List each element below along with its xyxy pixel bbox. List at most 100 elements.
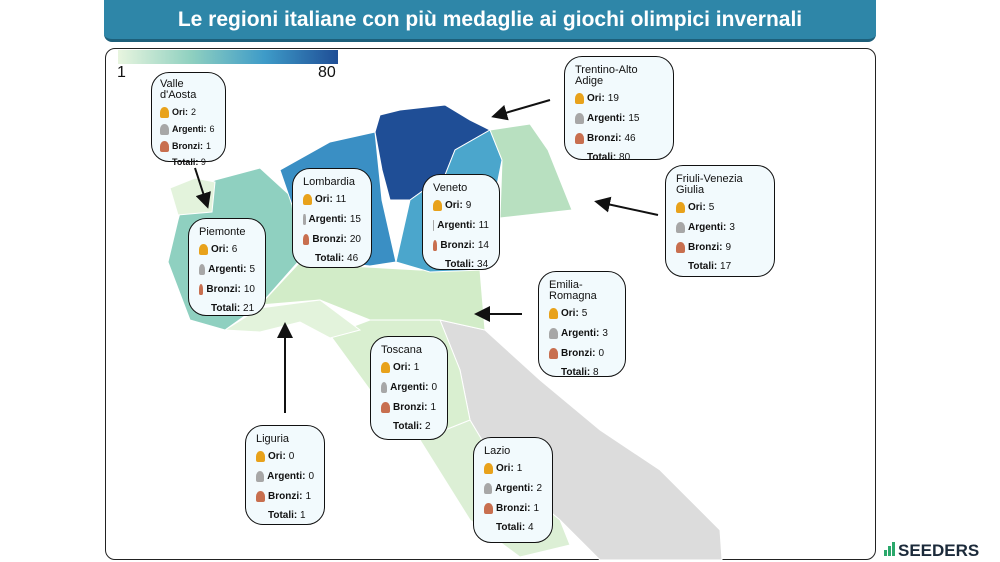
region-name: Valle d'Aosta [160,78,197,101]
bronze-medal-icon [433,240,438,251]
region-card-veneto: Veneto Ori: 9 Argenti: 11 Bronzi: 14 Totali: 34 [422,174,500,270]
silver-medal-icon [303,214,306,225]
gold-row: Ori: 5 [676,202,764,213]
gold-medal-icon [484,463,493,474]
bronze-medal-icon [199,284,204,295]
silver-row: Argenti: 0 [381,382,437,393]
gold-row: Ori: 6 [199,244,255,255]
bronze-medal-icon [484,503,493,514]
silver-row: Argenti: 3 [676,222,764,233]
silver-medal-icon [256,471,265,482]
bronze-medal-icon [381,402,390,413]
region-card-lig: Liguria Ori: 0 Argenti: 0 Bronzi: 1 Totali: 1 [245,425,325,525]
gold-row: Ori: 9 [433,200,489,211]
region-card-emilia: Emilia-Romagna Ori: 5 Argenti: 3 Bronzi: 0 Tota… [538,271,626,378]
region-name: Lombardia [303,176,355,188]
silver-medal-icon [549,328,558,339]
total-row: Totali: 46 [315,253,359,264]
gold-medal-icon [676,202,685,213]
bronze-row: Bronzi: 1 [256,491,314,502]
gold-medal-icon [575,93,584,104]
bronze-row: Bronzi: 1 [484,503,542,514]
bronze-row: Bronzi: 10 [199,284,255,295]
total-row: Totali: 4 [496,522,534,533]
region-card-tosc: Toscana Ori: 1 Argenti: 0 Bronzi: 1 Totali: 2 [370,336,448,440]
gold-row: Ori: 0 [256,451,314,462]
region-name: Piemonte [199,226,246,238]
map-frame [105,48,876,560]
total-row: Totali: 1 [268,510,306,521]
silver-medal-icon [484,483,493,494]
total-row: Totali: 9 [172,157,206,167]
total-row: Totali: 34 [445,259,489,270]
bronze-row: Bronzi: 0 [549,348,615,359]
gold-medal-icon [256,451,265,462]
silver-row: Argenti: 5 [199,264,255,275]
gold-row: Ori: 5 [549,308,615,319]
silver-medal-icon [676,222,685,233]
gold-medal-icon [160,107,169,118]
region-card-trentino: Trentino-Alto Adige Ori: 19 Argenti: 15 Bronz… [564,56,674,163]
silver-medal-icon [575,113,584,124]
silver-row: Argenti: 6 [160,124,217,135]
color-scale-legend [118,50,338,64]
total-row: Totali: 80 [587,152,631,163]
region-name: Lazio [484,445,511,457]
arrow-valle [194,167,211,209]
region-card-valle: Valle d'Aosta Ori: 2 Argenti: 6 Bronzi: 1 Total… [151,72,226,167]
bronze-medal-icon [256,491,265,502]
gold-medal-icon [549,308,558,319]
total-row: Totali: 21 [211,303,255,314]
region-card-lomb: Lombardia Ori: 11 Argenti: 15 Bronzi: 20 Totali… [292,168,372,268]
region-name: Emilia-Romagna [549,279,597,302]
gold-medal-icon [303,194,312,205]
silver-row: Argenti: 15 [303,214,361,225]
region-name: Trentino-Alto Adige [575,64,638,87]
bronze-medal-icon [303,234,310,245]
silver-medal-icon [160,124,169,135]
legend-min: 1 [117,64,126,81]
silver-row: Argenti: 15 [575,113,663,124]
seeders-logo: SEEDERS [884,541,979,561]
region-valle [169,177,216,216]
region-name: Toscana [381,344,422,356]
bronze-medal-icon [575,133,584,144]
silver-medal-icon [199,264,206,275]
bronze-row: Bronzi: 9 [676,242,764,253]
region-card-lazio: Lazio Ori: 1 Argenti: 2 Bronzi: 1 Totali: 4 [473,437,553,543]
region-name: Friuli-Venezia Giulia [676,173,743,196]
bronze-medal-icon [676,242,685,253]
gold-medal-icon [381,362,390,373]
page-title: Le regioni italiane con più medaglie ai … [104,0,876,42]
region-card-friuli: Friuli-Venezia Giulia Ori: 5 Argenti: 3 Bronz… [665,165,775,277]
bronze-row: Bronzi: 1 [381,402,437,413]
legend-max: 80 [318,64,336,81]
gold-row: Ori: 1 [381,362,437,373]
gold-medal-icon [433,200,442,211]
silver-row: Argenti: 0 [256,471,314,482]
bronze-medal-icon [160,141,169,152]
arrow-friuli [594,196,659,216]
region-card-piem: Piemonte Ori: 6 Argenti: 5 Bronzi: 10 Totali: 2… [188,218,266,316]
arrow-trentino [491,99,551,121]
silver-row: Argenti: 2 [484,483,542,494]
total-row: Totali: 17 [688,261,732,272]
region-name: Liguria [256,433,290,445]
silver-row: Argenti: 3 [549,328,615,339]
gold-row: Ori: 11 [303,194,361,205]
gold-row: Ori: 1 [484,463,542,474]
bronze-row: Bronzi: 46 [575,133,663,144]
region-friuli [489,123,573,219]
silver-row: Argenti: 11 [433,220,489,231]
silver-medal-icon [433,220,435,231]
region-name: Veneto [433,182,468,194]
gold-row: Ori: 19 [575,93,663,104]
total-row: Totali: 2 [393,421,431,432]
bronze-row: Bronzi: 20 [303,234,361,245]
bronze-row: Bronzi: 14 [433,240,489,251]
bronze-medal-icon [549,348,558,359]
gold-medal-icon [199,244,208,255]
silver-medal-icon [381,382,388,393]
gold-row: Ori: 2 [160,107,217,118]
bronze-row: Bronzi: 1 [160,141,217,152]
